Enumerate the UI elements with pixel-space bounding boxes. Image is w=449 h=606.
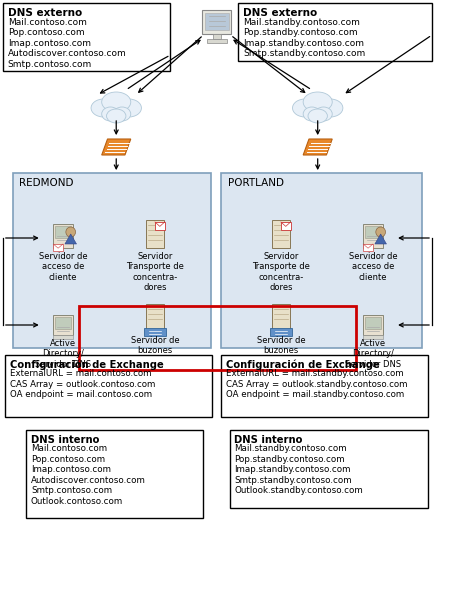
Text: Imap.standby.contoso.com: Imap.standby.contoso.com xyxy=(234,465,351,474)
Bar xyxy=(229,430,428,508)
Text: Smtp.standby.contoso.com: Smtp.standby.contoso.com xyxy=(243,49,365,58)
Text: REDMOND: REDMOND xyxy=(19,178,74,188)
Ellipse shape xyxy=(113,107,131,121)
Bar xyxy=(144,328,166,336)
Ellipse shape xyxy=(318,99,343,117)
Text: OA endpoint = mail.standby.contoso.com: OA endpoint = mail.standby.contoso.com xyxy=(226,390,404,399)
Polygon shape xyxy=(375,234,387,244)
Text: Imap.standby.contoso.com: Imap.standby.contoso.com xyxy=(243,39,364,48)
Bar xyxy=(363,335,383,339)
Text: Servidor de
buzones: Servidor de buzones xyxy=(131,336,179,355)
Text: Mail.standby.contoso.com: Mail.standby.contoso.com xyxy=(243,18,360,27)
Bar xyxy=(365,317,381,329)
Text: Autodiscover.contoso.com: Autodiscover.contoso.com xyxy=(31,476,146,485)
Text: ExternalURL = mail.contoso.com: ExternalURL = mail.contoso.com xyxy=(10,370,151,378)
Text: Configuración de Exchange: Configuración de Exchange xyxy=(226,360,379,370)
Text: Pop.contoso.com: Pop.contoso.com xyxy=(8,28,84,37)
Bar xyxy=(221,173,423,348)
Bar xyxy=(146,220,164,248)
Text: Mail.contoso.com: Mail.contoso.com xyxy=(8,18,87,27)
Text: Servidor de
acceso de
cliente: Servidor de acceso de cliente xyxy=(348,252,397,282)
Circle shape xyxy=(376,227,386,237)
Polygon shape xyxy=(303,139,332,155)
Text: Active
Directory/
Servidor DNS: Active Directory/ Servidor DNS xyxy=(35,339,91,369)
Ellipse shape xyxy=(303,92,332,112)
Bar xyxy=(79,306,357,370)
Bar xyxy=(202,10,232,34)
Ellipse shape xyxy=(315,107,332,121)
Ellipse shape xyxy=(102,92,131,112)
Bar xyxy=(238,3,432,61)
Bar xyxy=(365,226,381,238)
Circle shape xyxy=(66,227,75,237)
Text: Servidor de
acceso de
cliente: Servidor de acceso de cliente xyxy=(39,252,87,282)
Bar xyxy=(213,34,221,39)
Bar xyxy=(53,224,73,248)
Bar xyxy=(155,222,165,230)
Bar xyxy=(207,39,227,43)
Bar xyxy=(53,335,73,339)
Ellipse shape xyxy=(106,109,126,123)
Text: PORTLAND: PORTLAND xyxy=(228,178,284,188)
Bar xyxy=(363,315,383,335)
Text: Active
Directory/
Servidor DNS: Active Directory/ Servidor DNS xyxy=(345,339,401,369)
Text: Smtp.standby.contoso.com: Smtp.standby.contoso.com xyxy=(234,476,352,485)
Bar xyxy=(55,226,70,238)
Text: DNS externo: DNS externo xyxy=(243,8,317,18)
Text: ExternalURL = mail.standby.contoso.com: ExternalURL = mail.standby.contoso.com xyxy=(226,370,403,378)
Text: Autodiscover.contoso.com: Autodiscover.contoso.com xyxy=(8,49,127,58)
Bar xyxy=(281,222,291,230)
Text: Servidor
Transporte de
concentra-
dores: Servidor Transporte de concentra- dores xyxy=(252,252,310,292)
Text: Pop.standby.contoso.com: Pop.standby.contoso.com xyxy=(234,455,345,464)
Text: Smtp.contoso.com: Smtp.contoso.com xyxy=(31,487,112,495)
Bar xyxy=(270,328,291,336)
Text: OA endpoint = mail.contoso.com: OA endpoint = mail.contoso.com xyxy=(10,390,152,399)
Ellipse shape xyxy=(292,99,318,117)
Bar xyxy=(221,355,428,417)
Text: Smtp.contoso.com: Smtp.contoso.com xyxy=(8,60,92,68)
Bar xyxy=(53,244,63,251)
Text: DNS interno: DNS interno xyxy=(234,435,303,445)
Text: Mail.contoso.com: Mail.contoso.com xyxy=(31,444,107,453)
Bar xyxy=(26,430,203,518)
Text: Configuración de Exchange: Configuración de Exchange xyxy=(10,360,163,370)
Text: DNS externo: DNS externo xyxy=(8,8,82,18)
Text: Outlook.standby.contoso.com: Outlook.standby.contoso.com xyxy=(234,487,363,495)
Text: DNS interno: DNS interno xyxy=(31,435,99,445)
Text: Imap.contoso.com: Imap.contoso.com xyxy=(8,39,91,48)
Text: Pop.contoso.com: Pop.contoso.com xyxy=(31,455,105,464)
Bar xyxy=(363,224,383,248)
Bar xyxy=(3,3,171,71)
Bar xyxy=(55,317,70,329)
Text: Servidor de
buzones: Servidor de buzones xyxy=(256,336,305,355)
Ellipse shape xyxy=(116,99,141,117)
Text: Mail.standby.contoso.com: Mail.standby.contoso.com xyxy=(234,444,347,453)
Bar xyxy=(272,220,290,248)
Bar xyxy=(5,355,212,417)
Polygon shape xyxy=(65,234,76,244)
Ellipse shape xyxy=(303,107,321,121)
Polygon shape xyxy=(102,139,131,155)
Ellipse shape xyxy=(102,107,119,121)
Bar xyxy=(205,13,229,30)
Bar xyxy=(363,244,373,251)
Text: CAS Array = outlook.contoso.com: CAS Array = outlook.contoso.com xyxy=(10,380,155,389)
Ellipse shape xyxy=(308,109,327,123)
Bar xyxy=(53,315,73,335)
Ellipse shape xyxy=(91,99,116,117)
Text: Servidor
Transporte de
concentra-
dores: Servidor Transporte de concentra- dores xyxy=(126,252,184,292)
Text: Outlook.contoso.com: Outlook.contoso.com xyxy=(31,497,123,506)
Text: CAS Array = outlook.standby.contoso.com: CAS Array = outlook.standby.contoso.com xyxy=(226,380,407,389)
Bar xyxy=(272,304,290,332)
Bar xyxy=(146,304,164,332)
Bar xyxy=(13,173,211,348)
Text: Imap.contoso.com: Imap.contoso.com xyxy=(31,465,111,474)
Text: Pop.standby.contoso.com: Pop.standby.contoso.com xyxy=(243,28,358,37)
